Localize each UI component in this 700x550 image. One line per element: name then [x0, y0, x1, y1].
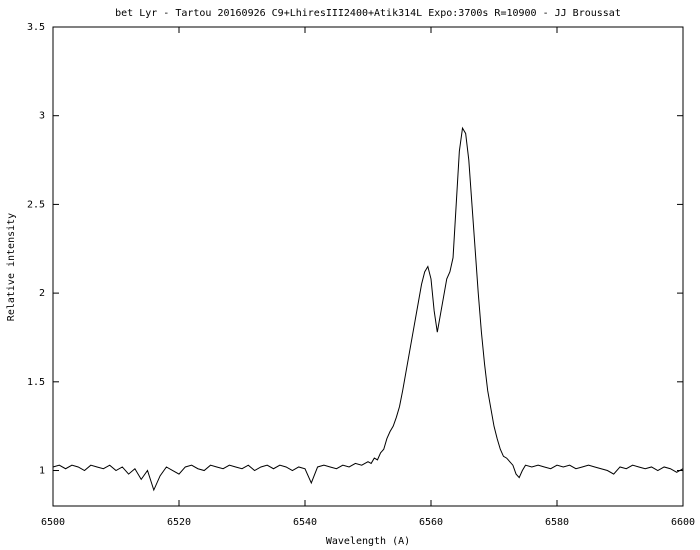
- y-tick-label: 1.5: [27, 377, 45, 388]
- spectrum-line: [52, 126, 684, 492]
- x-tick-label: 6540: [293, 517, 317, 528]
- x-tick-label: 6520: [167, 517, 191, 528]
- y-tick-label: 2: [39, 288, 45, 299]
- y-axis-label: Relative intensity: [6, 213, 17, 321]
- x-tick-label: 6600: [671, 517, 695, 528]
- y-tick-label: 3: [39, 111, 45, 122]
- y-tick-label: 1: [39, 466, 45, 477]
- chart-title: bet Lyr - Tartou 20160926 C9+LhiresIII24…: [115, 8, 621, 19]
- x-tick-label: 6500: [41, 517, 65, 528]
- x-axis-label: Wavelength (A): [326, 536, 410, 547]
- x-tick-label: 6560: [419, 517, 443, 528]
- y-tick-label: 2.5: [27, 199, 45, 210]
- x-tick-label: 6580: [545, 517, 569, 528]
- plot-frame: [52, 26, 684, 507]
- y-tick-label: 3.5: [27, 22, 45, 33]
